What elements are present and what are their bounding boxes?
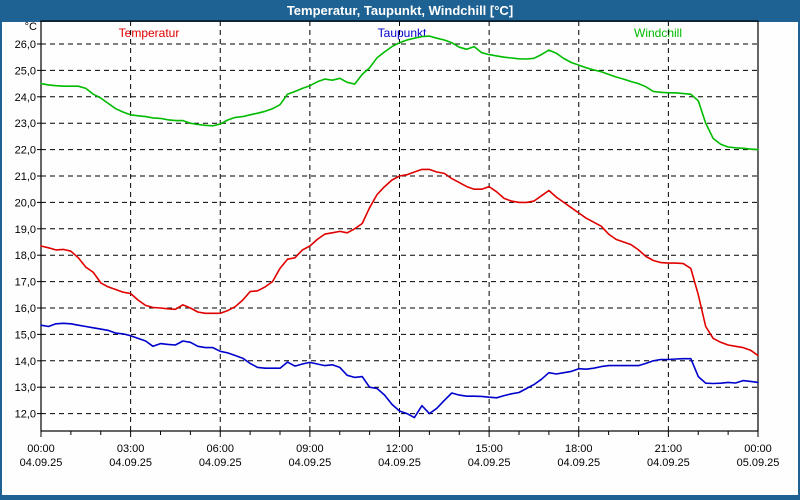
- plot-frame: [40, 20, 759, 432]
- window-title: Temperatur, Taupunkt, Windchill [°C]: [286, 3, 514, 18]
- y-tick-label: 18,0: [15, 250, 36, 262]
- series-line-taupunkt: [40, 322, 759, 419]
- x-tick-time-label: 03:00: [117, 443, 145, 455]
- y-tick-label: 13,0: [15, 382, 36, 394]
- y-tick-label: 26,0: [15, 39, 36, 51]
- y-tick-label: 22,0: [15, 145, 36, 157]
- x-tick-date-label: 04.09.25: [199, 457, 242, 469]
- x-tick-time-label: 09:00: [296, 443, 324, 455]
- x-tick-time-label: 06:00: [206, 443, 234, 455]
- y-tick-label: 24,0: [15, 92, 36, 104]
- x-tick-time-label: 00:00: [744, 443, 772, 455]
- x-tick-date-label: 04.09.25: [20, 457, 63, 469]
- x-tick-date-label: 05.09.25: [737, 457, 780, 469]
- y-tick-label: 19,0: [15, 224, 36, 236]
- x-tick-date-label: 04.09.25: [468, 457, 511, 469]
- x-tick-date-label: 04.09.25: [378, 457, 421, 469]
- x-tick-time-label: 00:00: [27, 443, 55, 455]
- y-tick-label: 12,0: [15, 409, 36, 421]
- y-tick-label: 23,0: [15, 118, 36, 130]
- x-tick-time-label: 15:00: [475, 443, 503, 455]
- x-tick-date-label: 04.09.25: [288, 457, 331, 469]
- series-line-windchill: [40, 35, 759, 151]
- x-tick-time-label: 12:00: [386, 443, 414, 455]
- y-tick-label: 14,0: [15, 356, 36, 368]
- y-tick-label: 15,0: [15, 329, 36, 341]
- titlebar: Temperatur, Taupunkt, Windchill [°C]: [2, 0, 798, 22]
- y-tick-label: 20,0: [15, 197, 36, 209]
- chart-plot-area: 12,0 13,0 14,0 15,0 16,0 17,0 18,0 19,0 20,0 21,0…: [15, 20, 780, 469]
- legend-label-temperatur: Temperatur: [118, 26, 180, 40]
- y-tick-label: 16,0: [15, 303, 36, 315]
- y-tick-label: 25,0: [15, 65, 36, 77]
- x-tick-date-label: 04.09.25: [109, 457, 152, 469]
- x-tick-time-label: 21:00: [655, 443, 683, 455]
- y-tick-label: 21,0: [15, 171, 36, 183]
- x-tick-date-label: 04.09.25: [647, 457, 690, 469]
- legend-label-windchill: Windchill: [633, 26, 683, 40]
- x-tick-time-label: 18:00: [565, 443, 593, 455]
- legend-label-taupunkt: Taupunkt: [377, 26, 427, 40]
- x-tick-date-label: 04.09.25: [557, 457, 600, 469]
- y-axis-unit-label: °C: [25, 21, 37, 33]
- series-line-temperatur: [40, 168, 759, 357]
- y-tick-label: 17,0: [15, 277, 36, 289]
